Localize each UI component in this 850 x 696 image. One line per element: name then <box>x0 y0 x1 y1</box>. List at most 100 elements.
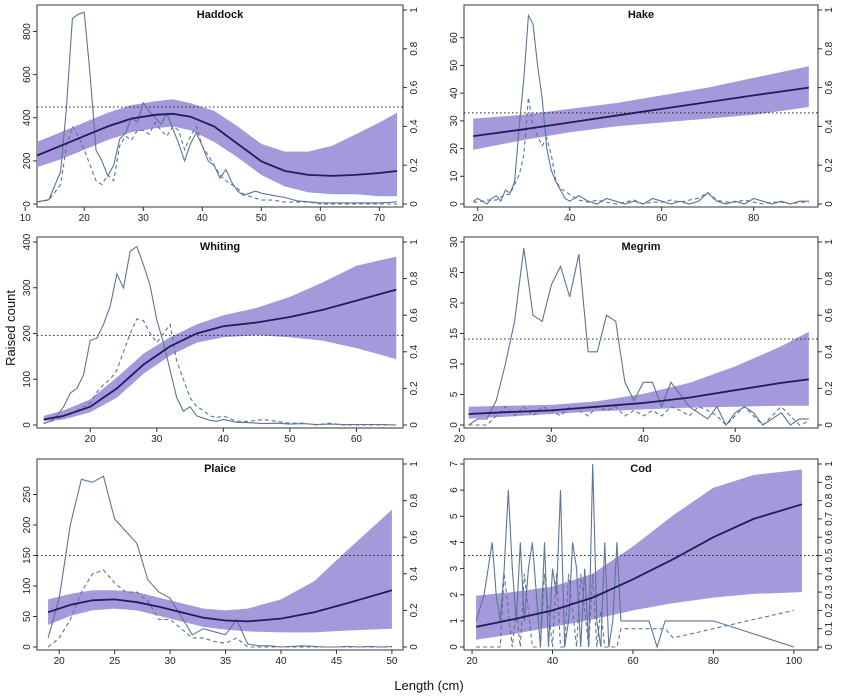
plot-frame <box>36 458 404 651</box>
y-left-tick-label: 300 <box>22 279 33 296</box>
confidence-band <box>473 66 809 150</box>
plot-frame <box>36 4 404 208</box>
y-right-tick-label: 0.8 <box>409 271 420 285</box>
y-left-tick-label: 100 <box>22 370 33 387</box>
y-right-tick-label: 0.8 <box>824 493 835 507</box>
confidence-band <box>468 331 809 419</box>
chart-panel: Whiting 20 30 40 50 60 0 100 200 300 400 0 0.2 0.4 0.6… <box>22 233 420 445</box>
y-right-tick-label: 1 <box>824 461 835 467</box>
y-right-tick-label: 0.9 <box>824 475 835 489</box>
x-tick-label: 20 <box>472 213 484 224</box>
x-tick-label: 30 <box>138 213 150 224</box>
y-left-tick-label: 7 <box>449 461 460 467</box>
x-tick-label: 50 <box>284 434 296 445</box>
y-right-tick-label: 0.6 <box>409 530 420 544</box>
y-left-tick-label: 10 <box>449 358 460 370</box>
y-left-tick-label: 5 <box>449 513 460 519</box>
y-right-tick-label: 1 <box>409 7 420 13</box>
y-left-tick-label: 0 <box>22 201 33 207</box>
fitted-curve <box>47 589 393 623</box>
y-left-tick-label: 1 <box>449 618 460 624</box>
fitted-curve <box>36 112 398 177</box>
y-right-tick-label: 0.3 <box>824 585 835 599</box>
x-tick-label: 60 <box>627 656 639 667</box>
y-left-tick-label: 3 <box>449 565 460 571</box>
y-right-tick-label: 1 <box>409 461 420 467</box>
x-tick-label: 50 <box>386 656 398 667</box>
x-tick-label: 70 <box>374 213 386 224</box>
y-right-tick-label: 0.1 <box>824 621 835 635</box>
x-tick-label: 50 <box>256 213 268 224</box>
y-right-tick-label: 0 <box>409 422 420 428</box>
y-right-tick-label: 0.8 <box>409 493 420 507</box>
y-left-tick-label: 20 <box>449 297 460 309</box>
y-right-tick-label: 0.4 <box>824 566 835 580</box>
y-right-tick-label: 0.4 <box>824 344 835 358</box>
y-left-tick-label: 600 <box>22 66 33 83</box>
fitted-curve <box>473 86 809 137</box>
y-left-tick-label: 15 <box>449 328 460 340</box>
confidence-band <box>37 99 398 197</box>
y-left-tick-label: 150 <box>22 547 33 564</box>
chart-panel: Plaice 20 25 30 35 40 45 50 0 50 100 150 200 250 0 0.2 0… <box>22 458 420 667</box>
confidence-band <box>476 469 802 640</box>
y-left-tick-label: 10 <box>449 170 460 182</box>
proportion-line <box>36 121 398 205</box>
panel-title: Haddock <box>197 9 244 21</box>
x-tick-label: 40 <box>638 434 650 445</box>
proportion-line <box>468 405 810 426</box>
x-tick-label: 20 <box>54 656 66 667</box>
y-left-tick-label: 0 <box>449 422 460 428</box>
y-left-tick-label: 100 <box>22 577 33 594</box>
y-right-tick-label: 0.2 <box>409 381 420 395</box>
y-right-tick-label: 0.6 <box>824 530 835 544</box>
y-left-tick-label: 0 <box>449 644 460 650</box>
y-left-tick-label: 5 <box>449 391 460 397</box>
x-tick-label: 20 <box>454 434 466 445</box>
chart-panel: Haddock 10 20 30 40 50 60 70 0 200 400 600 800 0 0.2 0.… <box>20 4 420 224</box>
y-right-tick-label: 0.5 <box>824 548 835 562</box>
y-right-tick-label: 0.6 <box>824 80 835 94</box>
x-tick-label: 60 <box>315 213 327 224</box>
y-right-tick-label: 0 <box>824 422 835 428</box>
y-right-tick-label: 0.6 <box>409 308 420 322</box>
y-left-tick-label: 50 <box>449 59 460 71</box>
y-left-tick-label: 25 <box>449 267 460 279</box>
fitted-curve <box>43 288 397 421</box>
panel-title: Cod <box>630 463 651 475</box>
raised-count-line <box>468 248 809 427</box>
y-right-tick-label: 0.4 <box>824 119 835 133</box>
plot-frame <box>463 4 819 208</box>
x-tick-label: 35 <box>220 656 232 667</box>
x-tick-label: 20 <box>85 434 97 445</box>
chart-panel: Hake 20 40 60 80 0 10 20 30 40 50 60 0 0.2 0.4 0.6 0.8 1 <box>449 4 835 224</box>
y-left-tick-label: 30 <box>449 236 460 248</box>
y-right-tick-label: 0.4 <box>409 566 420 580</box>
y-left-tick-label: 2 <box>449 591 460 597</box>
y-right-tick-label: 0.4 <box>409 344 420 358</box>
y-right-tick-label: 0.2 <box>824 381 835 395</box>
x-tick-label: 40 <box>275 656 287 667</box>
x-tick-label: 45 <box>331 656 343 667</box>
x-tick-label: 25 <box>109 656 121 667</box>
y-right-tick-label: 0 <box>409 201 420 207</box>
y-left-tick-label: 400 <box>22 109 33 126</box>
plot-frame <box>463 458 819 651</box>
y-left-tick-label: 0 <box>22 422 33 428</box>
y-left-tick-label: 4 <box>449 539 460 545</box>
y-left-tick-label: 200 <box>22 516 33 533</box>
y-right-tick-label: 0.6 <box>409 80 420 94</box>
y-left-tick-label: 6 <box>449 487 460 493</box>
proportion-line <box>473 97 809 205</box>
y-axis-title: Raised count <box>3 290 18 366</box>
proportion-line <box>47 569 392 648</box>
confidence-band <box>43 256 397 422</box>
y-left-tick-label: 400 <box>22 233 33 250</box>
x-tick-label: 60 <box>656 213 668 224</box>
y-right-tick-label: 0.2 <box>409 603 420 617</box>
x-tick-label: 30 <box>151 434 163 445</box>
y-left-tick-label: 200 <box>22 152 33 169</box>
y-left-tick-label: 800 <box>22 23 33 40</box>
chart-panel: Megrim 20 30 40 50 0 5 10 15 20 25 30 0 0.2 0.4 0.6 0.8 1 <box>449 236 835 445</box>
